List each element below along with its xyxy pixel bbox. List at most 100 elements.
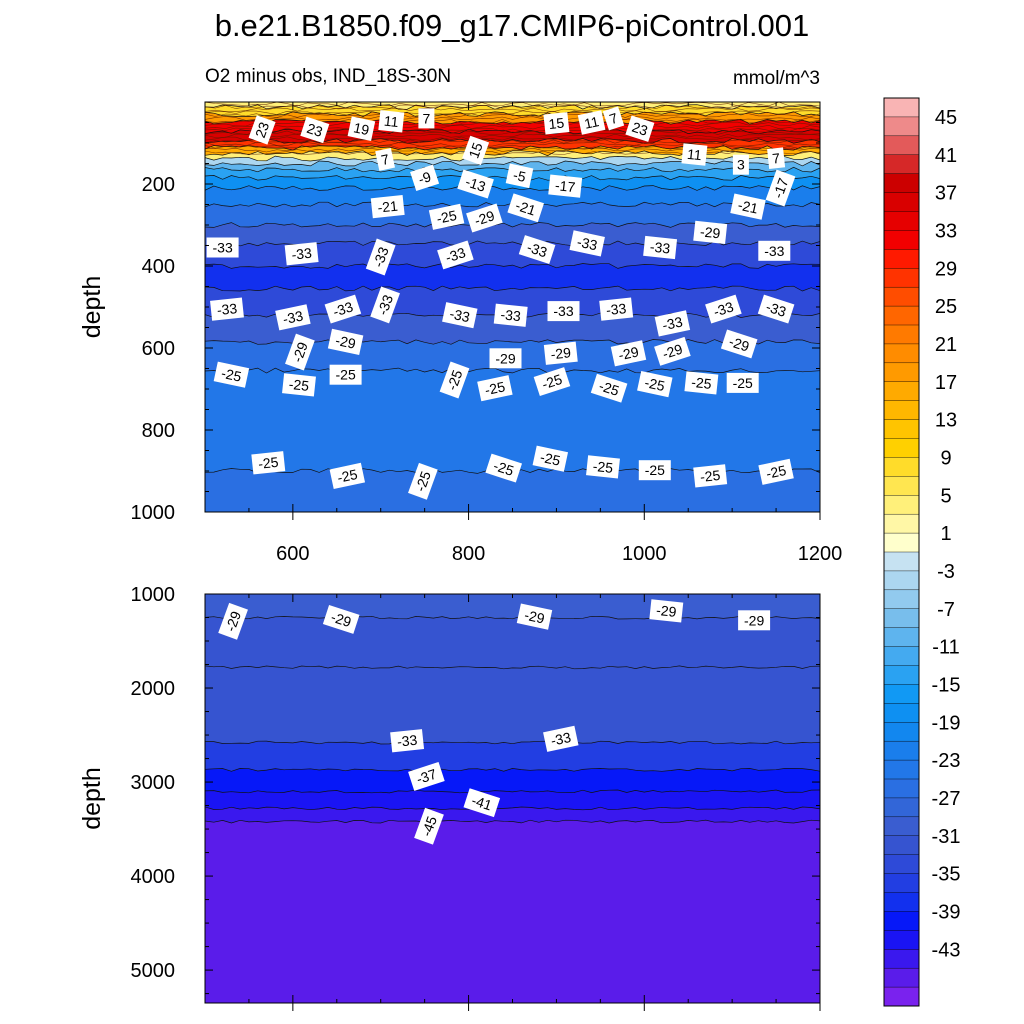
contour-label-text: 7	[380, 151, 391, 168]
contour-label-box	[732, 154, 749, 175]
contour-label: -37	[408, 761, 445, 791]
colorbar-tick-label: 21	[935, 334, 957, 356]
contour-label-text: -25	[220, 365, 243, 385]
contour-label: -25	[329, 462, 366, 490]
colorbar-swatch	[883, 551, 920, 572]
contour-label-box	[693, 220, 728, 245]
colorbar-swatch	[883, 343, 920, 364]
contour-label-text: 15	[465, 140, 485, 160]
contour-label-box	[543, 112, 570, 135]
colorbar-tick-label: -11	[932, 637, 959, 659]
contour-label-box	[437, 240, 474, 270]
contour-label-text: -29	[550, 344, 572, 362]
colorbar-swatch	[883, 419, 920, 440]
colorbar-swatch	[883, 949, 920, 969]
contour-label: -21	[507, 193, 545, 223]
y-tick-label: 3000	[131, 772, 176, 794]
contour-line	[205, 768, 820, 772]
colorbar-swatch	[883, 703, 920, 723]
contour-band	[205, 616, 820, 672]
y-tick-label: 1000	[131, 502, 176, 524]
contour-label-text: 23	[305, 120, 325, 140]
colorbar-swatch	[883, 116, 920, 137]
y-axis-label-lower: depth	[78, 767, 106, 830]
colorbar-tick-label: 17	[935, 372, 957, 394]
contour-label-text: -29	[472, 207, 496, 229]
y-tick-label: 4000	[131, 866, 176, 888]
y-axis-label-upper: depth	[78, 276, 106, 339]
contour-label: -29	[543, 341, 578, 365]
contour-label-box	[505, 163, 534, 189]
contour-line	[205, 150, 820, 156]
contour-label-text: -25	[257, 454, 279, 472]
contour-label-box	[322, 604, 360, 634]
contour-label-text: -33	[216, 300, 238, 318]
colorbar-swatch	[883, 476, 920, 496]
contour-label-box	[577, 110, 606, 135]
contour-label-box	[602, 106, 625, 131]
contour-label: -29	[654, 336, 691, 366]
contour-label: 7	[602, 106, 625, 131]
contour-label-text: -25	[691, 374, 713, 392]
contour-label: -33	[543, 725, 579, 752]
contour-label: -25	[329, 364, 362, 385]
contour-label-text: -9	[416, 168, 433, 187]
contour-label: -29	[738, 610, 771, 631]
y-axis-lower: 1000 2000 3000 4000 5000	[131, 584, 820, 995]
contour-label-text: -25	[336, 466, 359, 486]
contour-label-box	[518, 235, 556, 265]
contour-label-text: -25	[733, 375, 753, 391]
colorbar-swatch	[883, 438, 920, 458]
contour-line	[205, 147, 820, 153]
colorbar-swatch	[883, 192, 920, 212]
colorbar-tick-label: -15	[932, 674, 961, 696]
contour-label-box	[213, 361, 250, 388]
contour-label-text: -21	[736, 197, 759, 217]
contour-label: -25	[586, 455, 620, 479]
contour-label-box	[493, 303, 528, 327]
contour-label-text: -17	[554, 177, 576, 195]
colorbar-swatch	[883, 135, 920, 156]
colorbar-swatch	[883, 759, 920, 780]
contour-label-box	[638, 460, 671, 481]
contour-label-text: -33	[525, 239, 549, 261]
x-tick-label: 600	[276, 543, 309, 565]
contour-label: -25	[251, 451, 286, 475]
contour-label: 15	[543, 112, 570, 135]
contour-line	[205, 113, 820, 118]
contour-label-text: -33	[396, 732, 418, 750]
contour-label-box	[275, 304, 311, 331]
colorbar-swatch	[883, 873, 920, 893]
contour-label-box	[365, 238, 396, 276]
colorbar-swatch	[883, 854, 920, 875]
y-tick-label: 400	[142, 256, 175, 278]
contour-label-text: -33	[331, 298, 355, 320]
contour-label-text: 23	[252, 120, 272, 140]
colorbar-tick-label: 29	[935, 258, 957, 280]
colorbar-tick-label: 1	[940, 523, 951, 545]
panel-subtitle: O2 minus obs, IND_18S-30N	[205, 66, 451, 87]
contour-label-text: -17	[770, 176, 792, 201]
contour-band	[205, 665, 820, 747]
contour-field-lower	[205, 594, 820, 1003]
contour-label-text: -33	[370, 245, 392, 270]
contour-label: -13	[457, 169, 494, 199]
contour-label-box	[610, 340, 647, 367]
contour-label: -29	[610, 340, 647, 367]
contour-label-box	[489, 348, 522, 369]
contour-label-box	[463, 788, 501, 818]
contour-label: -33	[437, 240, 474, 270]
contour-label-text: -25	[288, 376, 310, 394]
contour-label-text: -29	[523, 607, 546, 627]
contour-label-box	[327, 328, 364, 356]
contour-line	[205, 138, 820, 144]
contour-label-box	[569, 230, 605, 257]
colorbar-swatch	[883, 268, 920, 288]
colorbar-swatch	[883, 892, 920, 912]
contour-label-box	[758, 240, 791, 261]
contour-label-text: -29	[699, 223, 721, 241]
contour-line	[205, 806, 820, 811]
contour-label: -25	[485, 453, 523, 483]
contour-line	[205, 263, 820, 269]
